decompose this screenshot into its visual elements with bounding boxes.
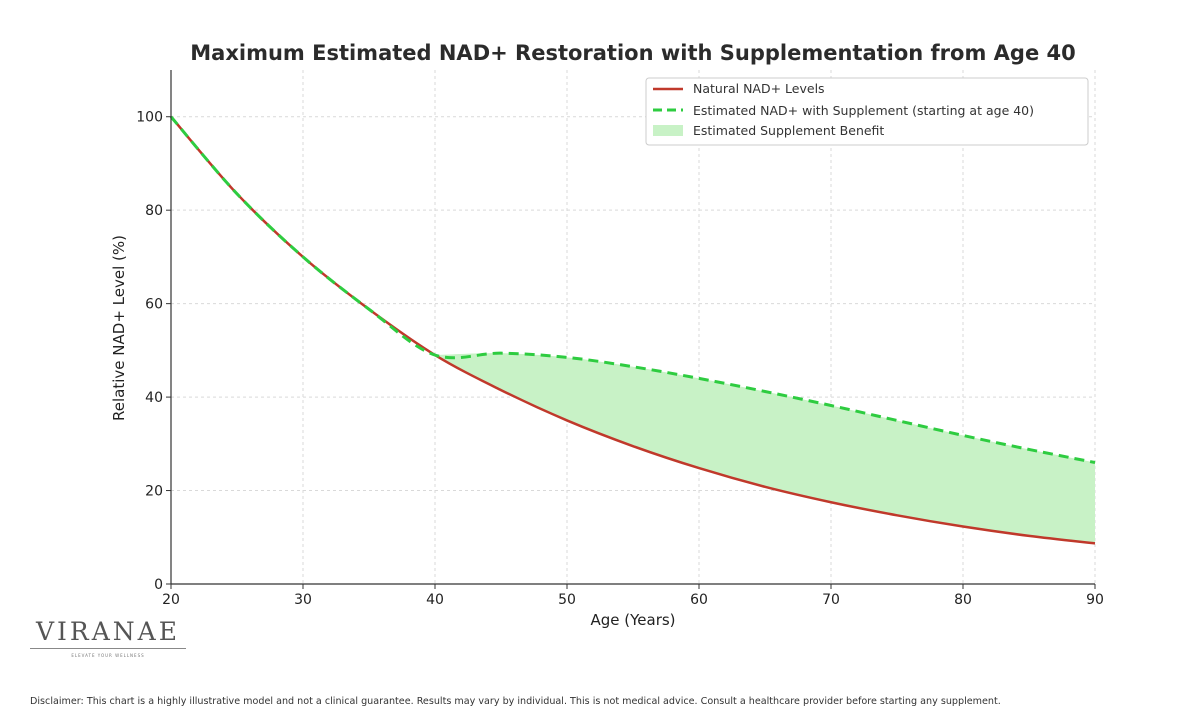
y-tick-label: 20 bbox=[145, 484, 163, 500]
x-tick-label: 30 bbox=[294, 592, 312, 608]
benefit-fill-area bbox=[435, 353, 1095, 544]
x-tick-label: 60 bbox=[690, 592, 708, 608]
logo-divider bbox=[30, 648, 186, 649]
legend: Natural NAD+ Levels Estimated NAD+ with … bbox=[645, 77, 1089, 146]
y-tick-label: 80 bbox=[145, 203, 163, 219]
legend-box bbox=[645, 77, 1089, 146]
supplement-nad-line bbox=[169, 115, 1096, 464]
x-tick-label: 70 bbox=[822, 592, 840, 608]
y-tick-label: 60 bbox=[145, 297, 163, 313]
y-axis-label: Relative NAD+ Level (%) bbox=[110, 235, 128, 421]
y-tick-label: 0 bbox=[154, 577, 163, 593]
legend-swatch-benefit bbox=[653, 125, 683, 136]
axes bbox=[166, 70, 1096, 589]
disclaimer-text: Disclaimer: This chart is a highly illus… bbox=[30, 696, 1001, 707]
logo-tagline: ELEVATE YOUR WELLNESS bbox=[71, 653, 145, 658]
x-tick-label: 90 bbox=[1086, 592, 1104, 608]
x-tick-label: 80 bbox=[954, 592, 972, 608]
y-tick-label: 100 bbox=[136, 110, 163, 126]
brand-logo: VIRANAE ELEVATE YOUR WELLNESS bbox=[30, 618, 186, 658]
x-tick-label: 40 bbox=[426, 592, 444, 608]
x-tick-label: 20 bbox=[162, 592, 180, 608]
chart-title: Maximum Estimated NAD+ Restoration with … bbox=[190, 41, 1075, 65]
x-tick-label: 50 bbox=[558, 592, 576, 608]
series-lines bbox=[169, 115, 1096, 545]
logo-wordmark: VIRANAE bbox=[36, 617, 180, 646]
legend-label-natural: Natural NAD+ Levels bbox=[693, 81, 825, 96]
y-tick-label: 40 bbox=[145, 390, 163, 406]
legend-label-benefit: Estimated Supplement Benefit bbox=[693, 123, 884, 138]
x-axis-label: Age (Years) bbox=[590, 611, 675, 629]
benefit-fill bbox=[435, 353, 1095, 544]
legend-label-supplement: Estimated NAD+ with Supplement (starting… bbox=[693, 103, 1034, 118]
